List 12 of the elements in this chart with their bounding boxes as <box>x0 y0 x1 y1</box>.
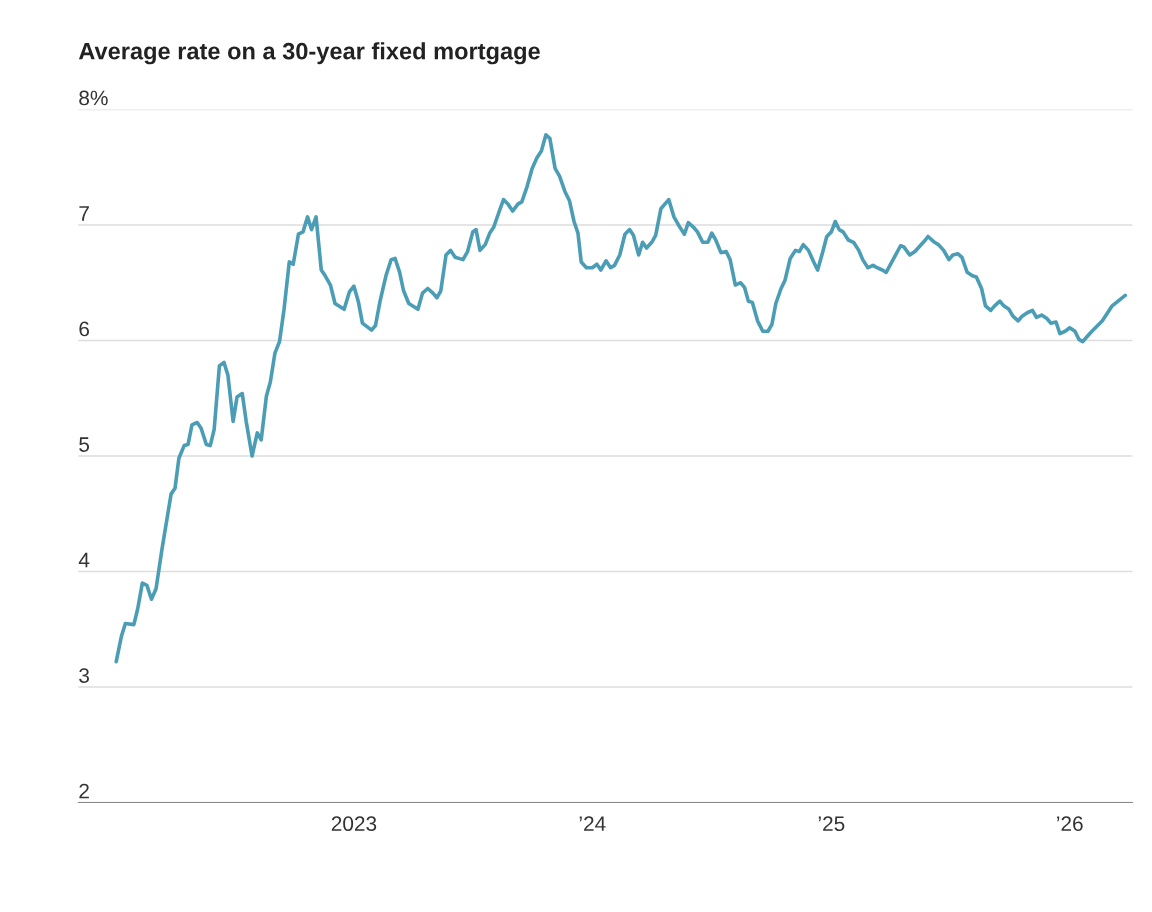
y-tick-label: 5 <box>79 437 90 452</box>
x-tick-label: ’25 <box>818 816 845 832</box>
y-tick-label: 3 <box>79 668 90 683</box>
y-tick-label: 6 <box>79 321 90 337</box>
y-tick-label: 8% <box>79 90 108 106</box>
x-tick-label: ’26 <box>1057 816 1083 832</box>
y-tick-label: 4 <box>78 552 90 568</box>
x-tick-label: ’24 <box>579 816 606 831</box>
y-tick-label: 2 <box>79 783 89 799</box>
chart-title: Average rate on a 30-year fixed mortgage <box>78 42 540 65</box>
x-tick-label: 2023 <box>331 816 377 832</box>
y-tick-label: 7 <box>79 206 89 221</box>
